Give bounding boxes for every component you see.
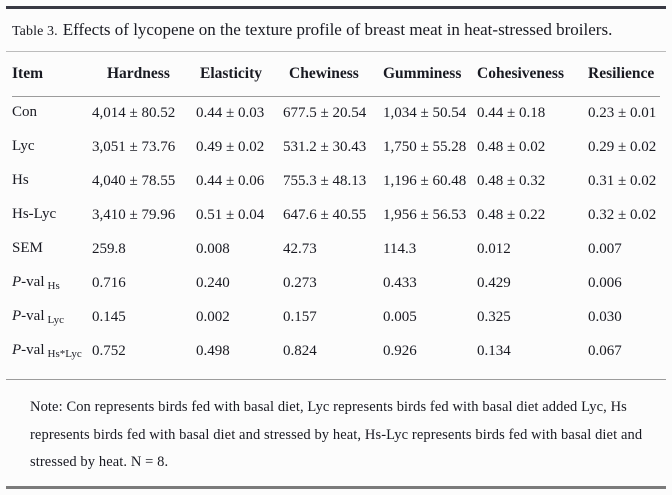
value-cell: 0.824 <box>283 342 317 359</box>
item-text: P-val <box>12 274 45 290</box>
column-header-chewiness: Chewiness <box>289 64 359 82</box>
row-item-label: P-val Hs <box>12 266 92 300</box>
table-number-label: Table 3. <box>12 24 58 39</box>
value-cell: 0.325 <box>477 308 511 325</box>
column-header-hardness: Hardness <box>107 64 170 82</box>
value-cell: 1,750 ± 55.28 <box>383 138 467 155</box>
bottom-rule-divider <box>6 485 666 489</box>
table-caption-text: Effects of lycopene on the texture profi… <box>62 20 613 39</box>
value-cell: 0.134 <box>477 342 511 359</box>
column-header-item: Item <box>12 64 43 82</box>
value-cell: 531.2 ± 30.43 <box>283 138 367 155</box>
value-cell: 0.002 <box>196 308 230 325</box>
value-cell: 0.429 <box>477 274 511 291</box>
value-cell: 0.23 ± 0.01 <box>588 104 657 121</box>
column-header-resilience: Resilience <box>588 64 655 82</box>
table-caption: Table 3. Effects of lycopene on the textu… <box>12 18 660 44</box>
value-cell: 0.29 ± 0.02 <box>588 138 657 155</box>
column-header-gumminess: Gumminess <box>383 64 462 82</box>
value-cell: 1,956 ± 56.53 <box>383 206 467 223</box>
spacer <box>0 368 672 379</box>
item-text: Hs <box>12 172 29 188</box>
item-text: Con <box>12 104 38 121</box>
value-cell: 0.005 <box>383 308 417 325</box>
value-cell: 114.3 <box>383 240 417 257</box>
value-cell: 0.006 <box>588 274 622 291</box>
value-cell: 0.498 <box>196 342 230 359</box>
table-row-sem: SEM 259.8 0.008 42.73 114.3 0.012 0.007 <box>12 232 660 266</box>
value-cell: 0.067 <box>588 342 622 359</box>
table-row-lyc: Lyc 3,051 ± 73.76 0.49 ± 0.02 531.2 ± 30… <box>12 130 660 164</box>
value-cell: 4,014 ± 80.52 <box>92 104 176 121</box>
value-cell: 0.48 ± 0.22 <box>477 206 546 223</box>
value-cell: 0.433 <box>383 274 417 291</box>
value-cell: 0.48 ± 0.02 <box>477 138 546 155</box>
row-item-label: P-val Hs*Lyc <box>12 334 92 368</box>
value-cell: 0.007 <box>588 240 622 257</box>
value-cell: 647.6 ± 40.55 <box>283 206 367 223</box>
value-cell: 0.44 ± 0.03 <box>196 104 265 121</box>
item-text: SEM <box>12 240 43 256</box>
row-item-label: SEM <box>12 232 92 266</box>
value-cell: 0.51 ± 0.04 <box>196 206 265 223</box>
header-row: Item Hardness Elasticity Chewiness Gummi… <box>12 52 660 96</box>
value-cell: 259.8 <box>92 240 126 257</box>
caption-rule-divider <box>6 51 666 52</box>
value-cell: 0.240 <box>196 274 230 291</box>
table-footnote: Note: Con represents birds fed with basa… <box>30 399 643 470</box>
item-text: P-val <box>12 308 45 324</box>
value-cell: 0.752 <box>92 342 126 359</box>
value-cell: 1,034 ± 50.54 <box>383 104 467 121</box>
row-item-label: Con <box>12 96 92 130</box>
value-cell: 0.008 <box>196 240 230 257</box>
value-cell: 0.030 <box>588 308 622 325</box>
table-row-hs-lyc: Hs-Lyc 3,410 ± 79.96 0.51 ± 0.04 647.6 ±… <box>12 198 660 232</box>
value-cell: 0.012 <box>477 240 511 257</box>
top-rule-divider <box>6 6 666 9</box>
value-cell: 0.31 ± 0.02 <box>588 172 657 189</box>
value-cell: 3,051 ± 73.76 <box>92 138 176 155</box>
value-cell: 0.273 <box>283 274 317 291</box>
item-subscript: Lyc <box>47 314 65 326</box>
value-cell: 0.32 ± 0.02 <box>588 206 657 223</box>
item-text: Lyc <box>12 138 35 154</box>
value-cell: 3,410 ± 79.96 <box>92 206 176 223</box>
texture-profile-table: Item Hardness Elasticity Chewiness Gummi… <box>12 52 660 368</box>
value-cell: 1,196 ± 60.48 <box>383 172 467 189</box>
value-cell: 0.44 ± 0.18 <box>477 104 546 121</box>
item-text: Hs-Lyc <box>12 206 57 222</box>
table-row-pval-hs-lyc: P-val Hs*Lyc 0.752 0.498 0.824 0.926 0.13… <box>12 334 660 368</box>
row-item-label: Lyc <box>12 130 92 164</box>
value-cell: 0.48 ± 0.32 <box>477 172 546 189</box>
value-cell: 0.157 <box>283 308 317 325</box>
table-bottom-rule-divider <box>6 379 666 380</box>
value-cell: 0.926 <box>383 342 417 359</box>
column-header-cohesiveness: Cohesiveness <box>477 64 564 82</box>
value-cell: 4,040 ± 78.55 <box>92 172 176 189</box>
row-item-label: Hs <box>12 164 92 198</box>
value-cell: 0.716 <box>92 274 126 291</box>
value-cell: 0.49 ± 0.02 <box>196 138 265 155</box>
row-item-label: Hs-Lyc <box>12 198 92 232</box>
item-subscript: Hs <box>47 280 60 292</box>
item-text: P-val <box>12 342 45 358</box>
item-subscript: Hs*Lyc <box>47 348 82 360</box>
table-row-con: Con 4,014 ± 80.52 0.44 ± 0.03 677.5 ± 20… <box>12 96 660 130</box>
row-item-label: P-val Lyc <box>12 300 92 334</box>
value-cell: 0.145 <box>92 308 126 325</box>
value-cell: 755.3 ± 48.13 <box>283 172 367 189</box>
table-row-pval-lyc: P-val Lyc 0.145 0.002 0.157 0.005 0.325 0… <box>12 300 660 334</box>
table-row-hs: Hs 4,040 ± 78.55 0.44 ± 0.06 755.3 ± 48.… <box>12 164 660 198</box>
value-cell: 677.5 ± 20.54 <box>283 104 367 121</box>
table-row-pval-hs: P-val Hs 0.716 0.240 0.273 0.433 0.429 0.… <box>12 266 660 300</box>
value-cell: 0.44 ± 0.06 <box>196 172 265 189</box>
column-header-elasticity: Elasticity <box>200 64 262 82</box>
value-cell: 42.73 <box>283 240 317 257</box>
